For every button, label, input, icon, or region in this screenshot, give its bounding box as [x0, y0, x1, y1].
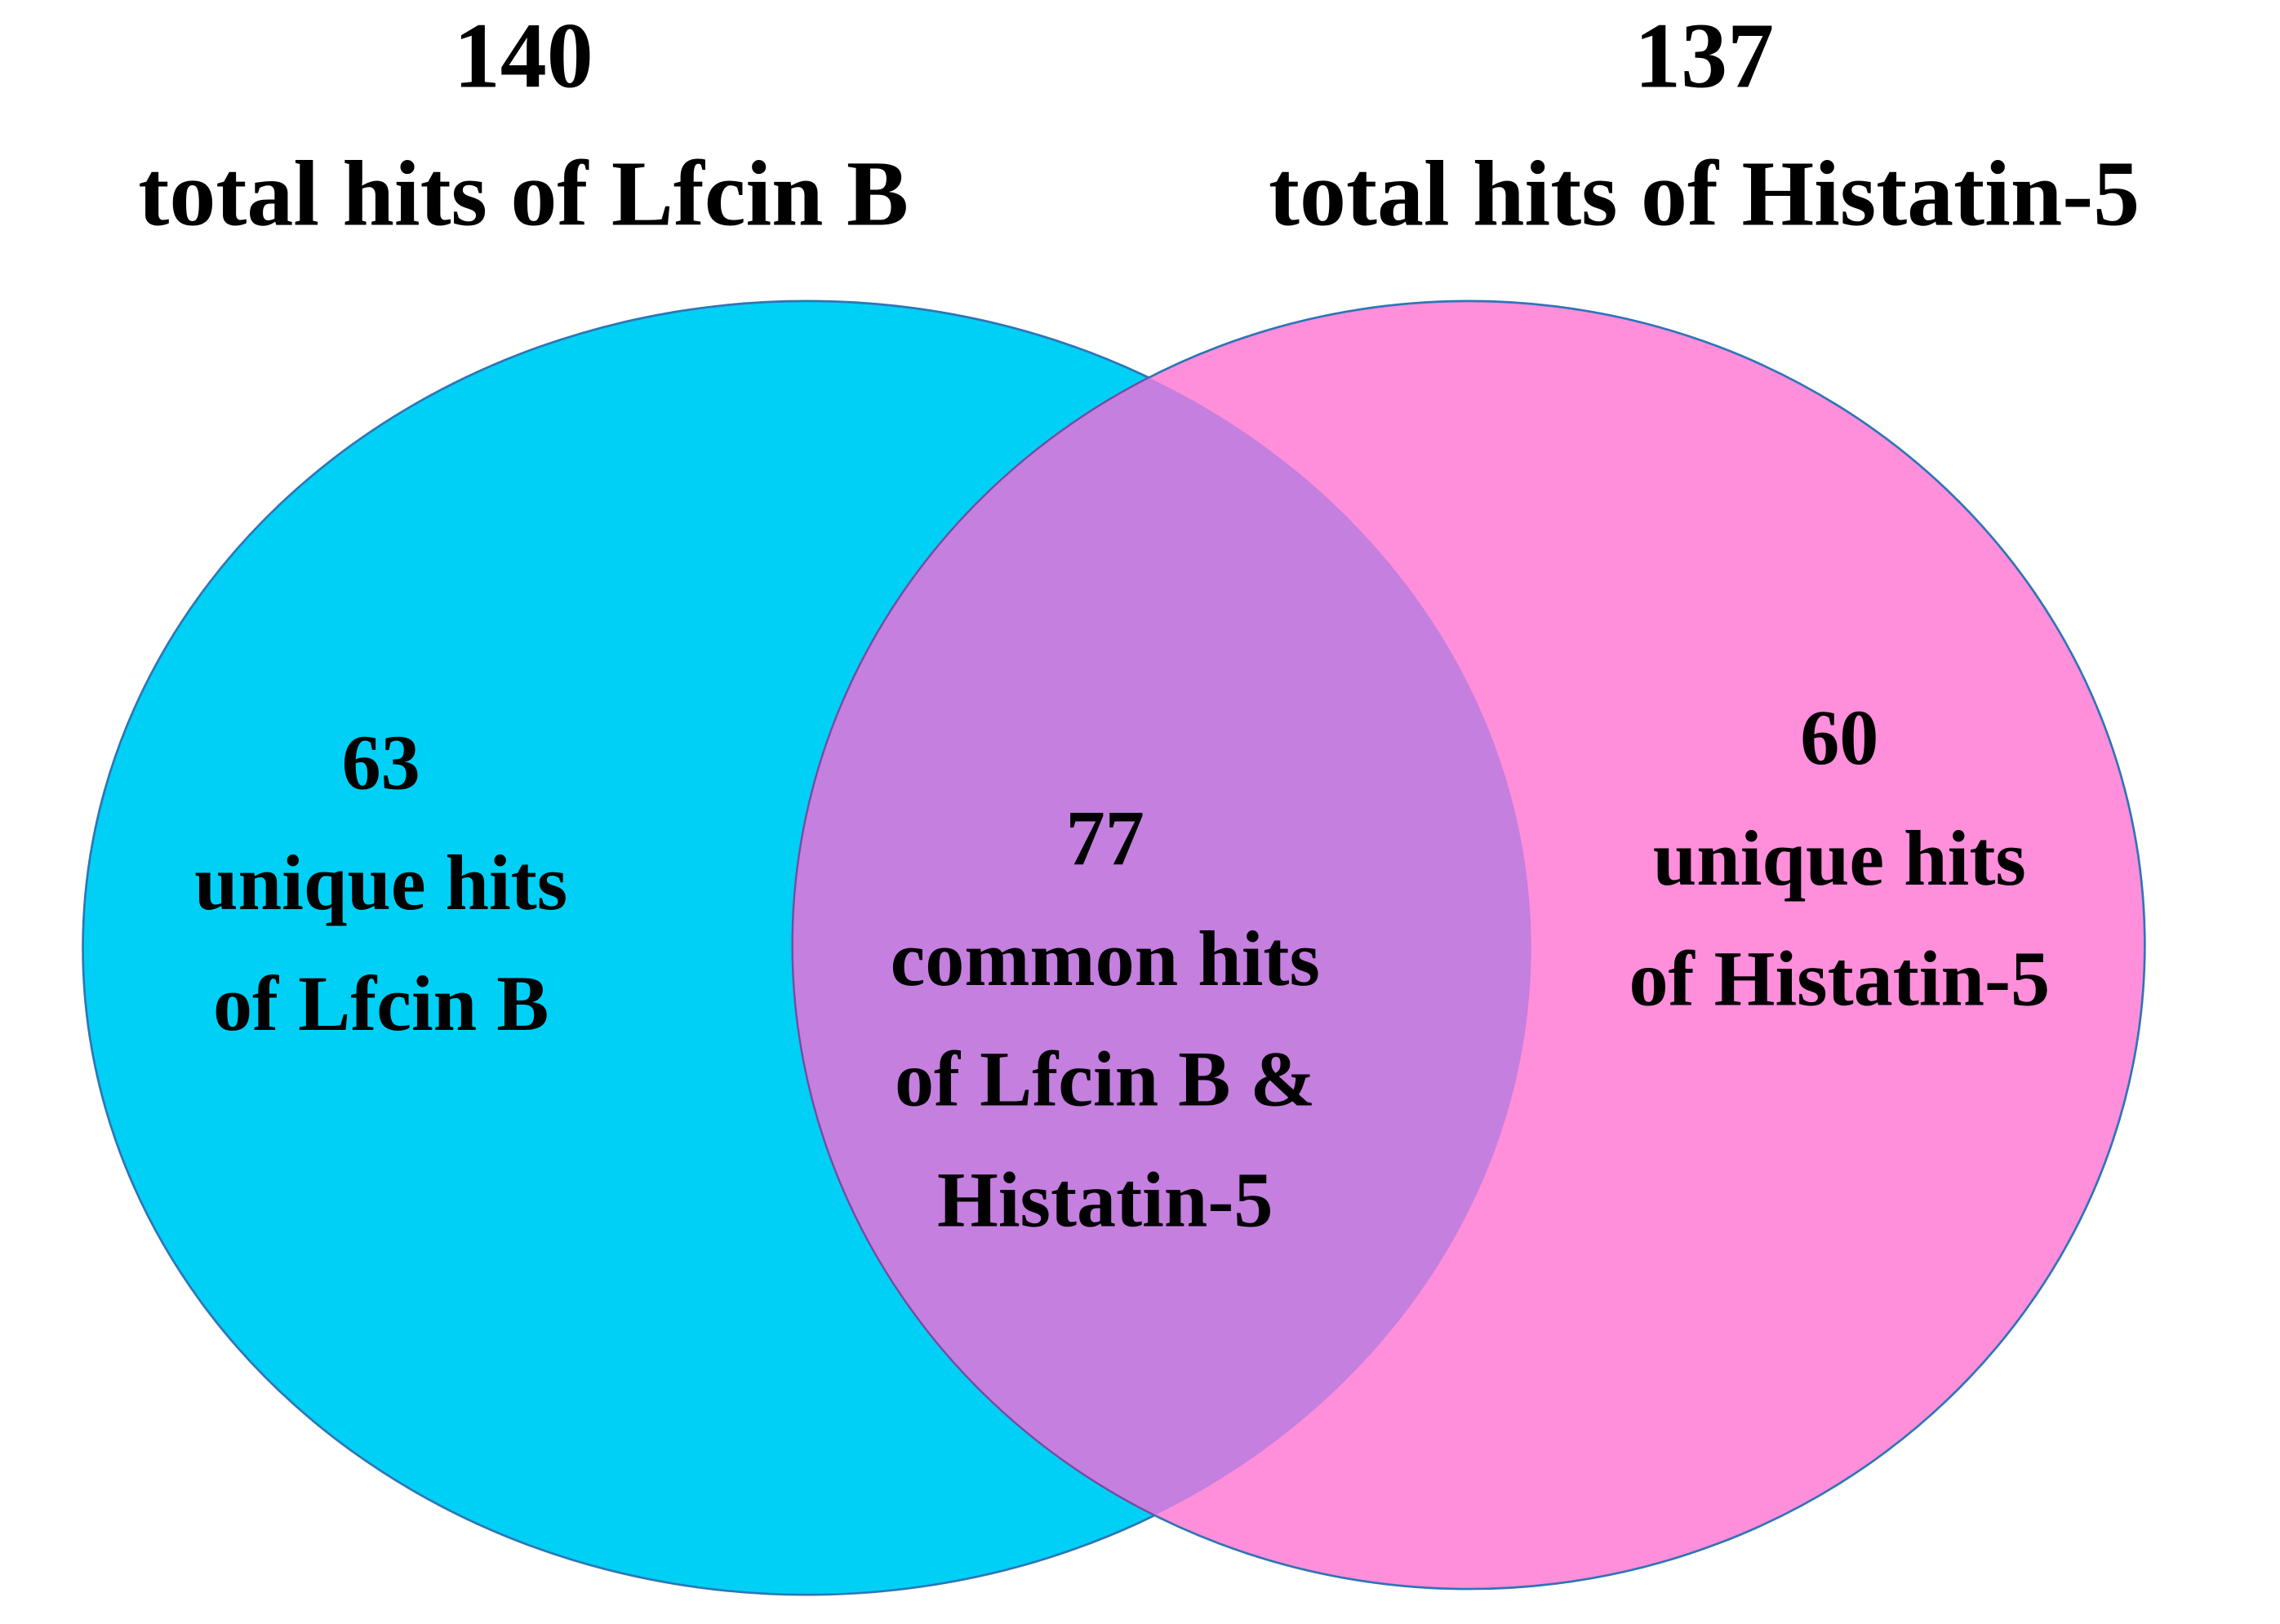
- unique-label: unique hits: [194, 839, 567, 926]
- common-label: common hits: [891, 915, 1320, 1002]
- common-count: 77: [1066, 794, 1144, 881]
- set-total: 137: [1634, 3, 1774, 107]
- set-title: total hits of Histatin-5: [1269, 142, 2140, 246]
- unique-count: 60: [1800, 694, 1878, 781]
- common-label: of Lfcin B &: [895, 1036, 1316, 1123]
- unique-label: of Histatin-5: [1629, 935, 2051, 1023]
- unique-label: unique hits: [1653, 814, 2026, 902]
- unique-label: of Lfcin B: [213, 960, 549, 1047]
- set-total: 140: [454, 3, 593, 107]
- unique-count: 63: [342, 718, 420, 805]
- common-label: Histatin-5: [937, 1156, 1273, 1243]
- set-title: total hits of Lfcin B: [138, 142, 909, 246]
